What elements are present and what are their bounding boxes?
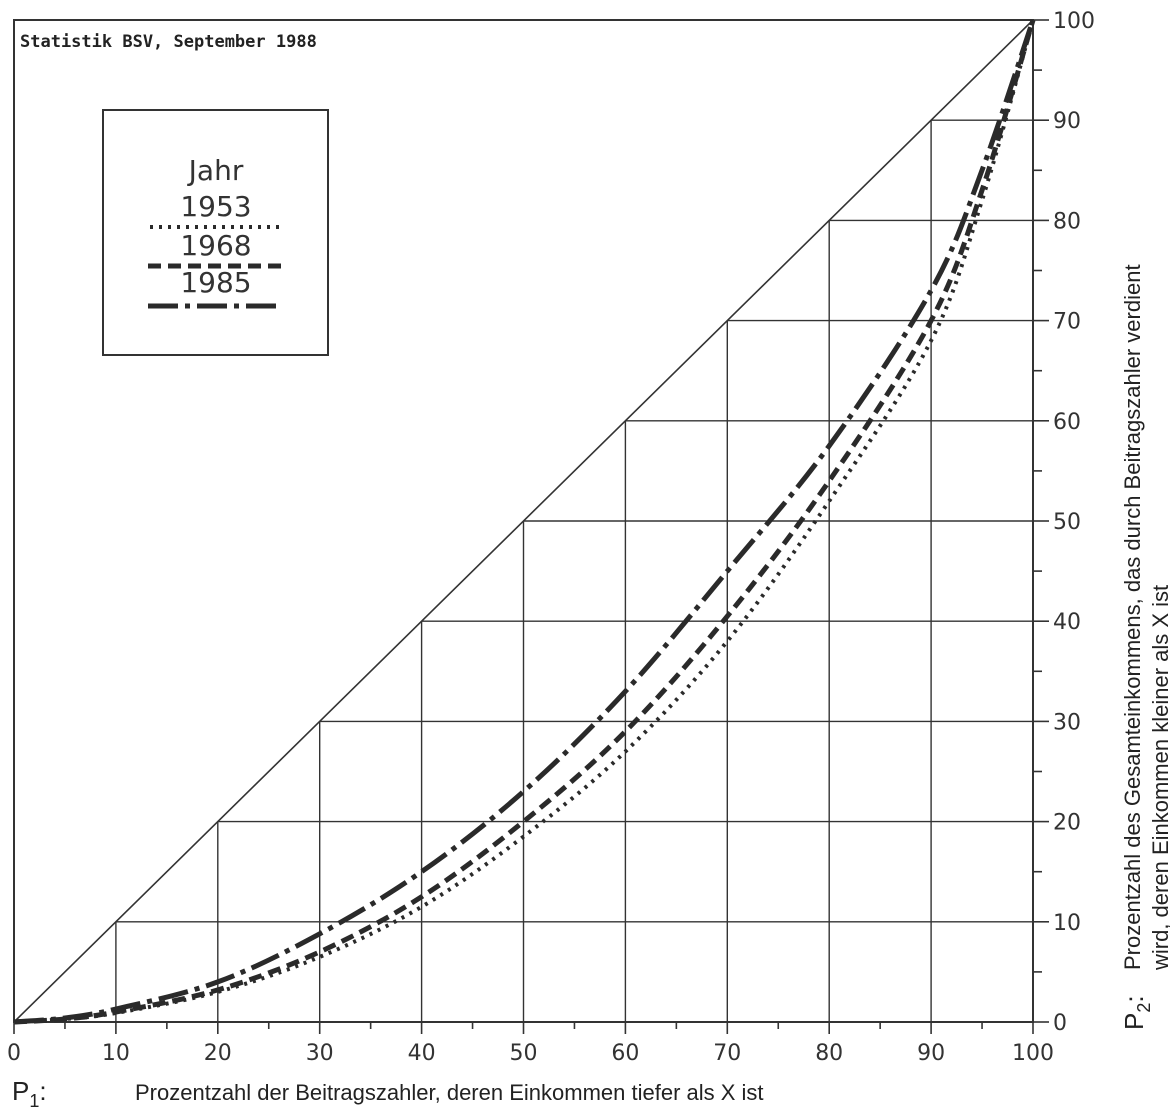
x-tick-label: 30 [306, 1041, 334, 1066]
y-axis-symbol: P [1119, 1013, 1149, 1030]
legend-entry-1953: 1953 [180, 190, 251, 223]
y-tick-label: 90 [1053, 109, 1081, 134]
y-axis-label-line1: Prozentzahl des Gesamteinkommens, das du… [1120, 264, 1145, 970]
equality-diagonal [13, 19, 1034, 1023]
series-layer [13, 19, 1036, 1025]
legend-box [102, 109, 329, 356]
legend-entry-1985: 1985 [180, 266, 251, 299]
y-tick-label: 20 [1053, 811, 1081, 836]
svg-text:P2:: P2: [1119, 995, 1154, 1030]
y-tick-label: 80 [1053, 209, 1081, 234]
legend: Jahr 1953 1968 1985 [102, 109, 329, 356]
x-tick-label: 80 [815, 1041, 843, 1066]
x-axis-symbol: P [12, 1076, 29, 1106]
x-axis-subscript: 1 [29, 1091, 39, 1111]
y-tick-label: 100 [1053, 9, 1095, 34]
y-axis-label-line2: wird, deren Einkommen kleiner als X ist [1148, 585, 1170, 971]
x-tick-label: 10 [102, 1041, 130, 1066]
legend-entry-1968: 1968 [180, 229, 251, 262]
x-axis-symbol-group: P1: [12, 1076, 47, 1111]
x-tick-label: 100 [1012, 1041, 1054, 1066]
x-tick-label: 0 [7, 1041, 21, 1066]
grid [115, 119, 1033, 1022]
y-tick-label: 30 [1053, 710, 1081, 735]
y-axis-colon: : [1119, 995, 1149, 1002]
y-tick-label: 50 [1053, 510, 1081, 535]
y-tick-label: 10 [1053, 911, 1081, 936]
source-note: Statistik BSV, September 1988 [20, 32, 317, 52]
x-axis-colon: : [39, 1076, 46, 1106]
x-tick-label: 20 [204, 1041, 232, 1066]
series-line-1985 [13, 19, 1036, 1025]
y-tick-label: 60 [1053, 410, 1081, 435]
x-tick-label: 70 [713, 1041, 741, 1066]
axes: 0 10 20 30 40 50 60 70 80 90 100 0 10 20 30 40 50 60 70 80 9… [7, 9, 1095, 1066]
y-axis-subscript: 2 [1134, 1003, 1154, 1013]
x-tick-label: 60 [611, 1041, 639, 1066]
y-tick-label: 70 [1053, 310, 1081, 335]
y-tick-label: 40 [1053, 610, 1081, 635]
x-tick-label: 90 [917, 1041, 945, 1066]
x-axis-label: Prozentzahl der Beitragszahler, deren Ei… [135, 1080, 764, 1105]
legend-title: Jahr [187, 154, 244, 187]
series-line-1968 [13, 19, 1036, 1025]
x-tick-label: 50 [510, 1041, 538, 1066]
y-axis-label: P2: Prozentzahl des Gesamteinkommens, da… [1119, 264, 1170, 1030]
x-tick-label: 40 [408, 1041, 436, 1066]
y-tick-label: 0 [1053, 1011, 1067, 1036]
